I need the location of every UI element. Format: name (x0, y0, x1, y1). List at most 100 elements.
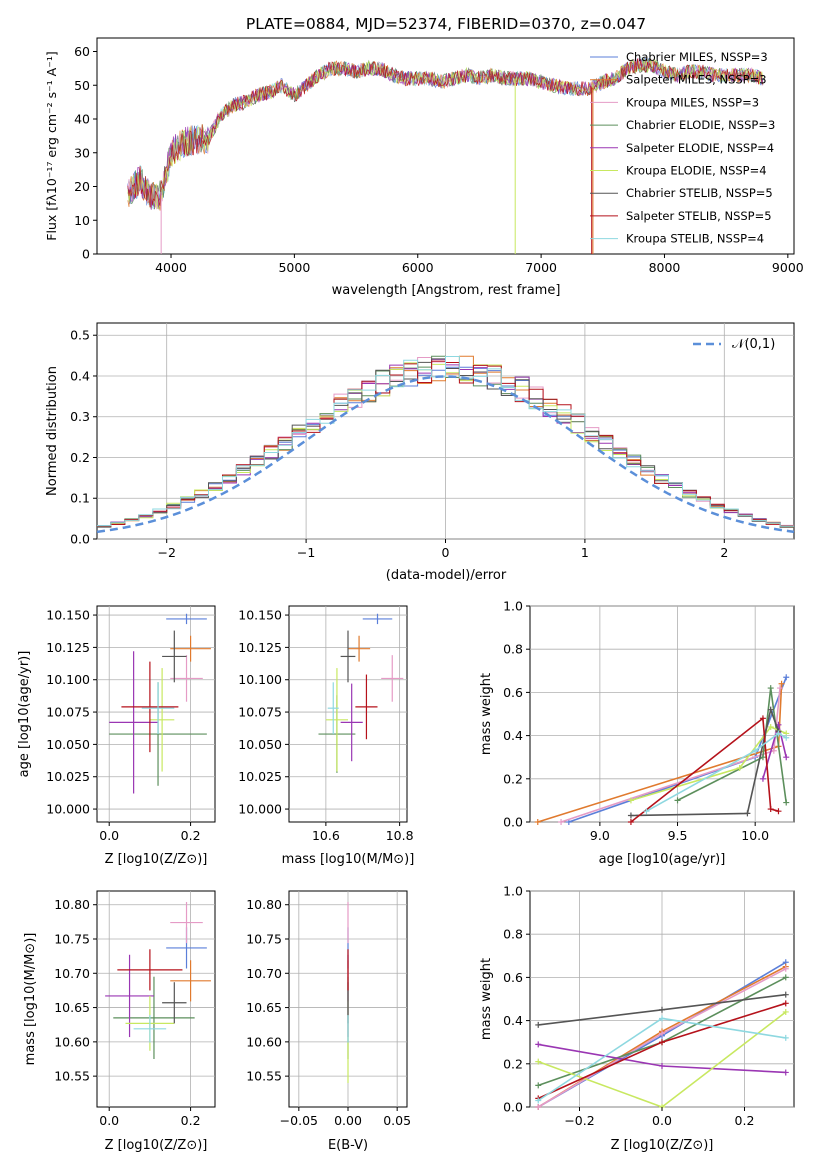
residuals-ytick-label: 0.5 (70, 328, 90, 343)
residuals-ytick-label: 0.3 (70, 409, 90, 424)
residuals-ytick-label: 0.1 (70, 491, 90, 506)
weight-vs-z-ytick-label: 0.8 (503, 927, 523, 942)
mass-vs-z-frame (96, 890, 216, 1108)
age-vs-mass-ytick-label: 10.000 (238, 802, 282, 817)
age-vs-z-ylabel: age [log10(age/yr)] (17, 651, 32, 778)
mass-weight-marker (659, 1030, 665, 1037)
weight-vs-z-xtick-label: −0.2 (564, 1113, 594, 1128)
age-vs-z-ytick-label: 10.100 (46, 672, 90, 687)
weight-vs-age-xtick-label: 10.0 (741, 828, 769, 843)
legend-label: Kroupa MILES, NSSP=3 (626, 95, 759, 109)
mass-weight-marker (778, 680, 785, 687)
mass-weight-marker (777, 685, 784, 692)
mass-vs-ebv-ytick-label: 10.60 (246, 1034, 282, 1049)
age-vs-z-xlabel: Z [log10(Z/Z⊙)] (105, 852, 208, 867)
mass-weight-line (537, 683, 783, 823)
spectrum-xtick-label: 8000 (649, 260, 681, 275)
mass-weight-marker (782, 974, 789, 981)
mass-weight-marker (782, 965, 789, 972)
mass-vs-ebv-ytick-label: 10.65 (246, 1000, 282, 1015)
spectrum-ytick-label: 10 (74, 213, 90, 228)
spectrum-xlabel: wavelength [Angstrom, rest frame] (332, 283, 561, 298)
residual-histogram-series (97, 356, 794, 527)
spectrum-ytick-label: 0 (82, 247, 90, 262)
mass-vs-ebv-ytick-label: 10.80 (246, 897, 282, 912)
weight-vs-z-ytick-label: 0.4 (503, 1013, 523, 1028)
mass-vs-z-xtick-label: 0.2 (181, 1113, 201, 1128)
spectrum-xtick-label: 7000 (525, 260, 557, 275)
spectrum-ytick-label: 40 (74, 112, 90, 127)
mass-weight-marker (659, 1015, 665, 1022)
residuals-histograms (97, 355, 794, 528)
mass-vs-ebv-xtick-label: −0.05 (280, 1113, 318, 1128)
mass-weight-marker (759, 715, 766, 722)
residuals-xtick-label: 2 (720, 545, 728, 560)
mass-weight-marker (627, 819, 634, 825)
mass-weight-marker (767, 806, 774, 813)
mass-weight-marker (744, 810, 751, 817)
mass-vs-ebv-xtick-label: 0.00 (334, 1113, 362, 1128)
mass-weight-marker (752, 747, 759, 754)
spectrum-legend: Chabrier MILES, NSSP=3 Salpeter MILES, NS… (590, 50, 775, 246)
residuals-xtick-label: −2 (157, 545, 175, 560)
mass-weight-marker (767, 723, 774, 730)
legend-label: Kroupa STELIB, NSSP=4 (626, 232, 764, 246)
mass-vs-z-panel: 0.0 0.2 10.55 10.60 10.65 10.70 10.75 10.80 Z [… (23, 890, 216, 1153)
spectrum-title: PLATE=0884, MJD=52374, FIBERID=0370, z=0… (246, 15, 646, 33)
mass-weight-marker (767, 685, 774, 692)
spectrum-ytick-label: 20 (74, 179, 90, 194)
spectrum-xtick-label: 4000 (155, 260, 187, 275)
mass-weight-marker (627, 797, 634, 804)
age-vs-z-xtick-label: 0.0 (99, 828, 119, 843)
weight-vs-z-panel: −0.2 0.0 0.2 0.0 0.2 0.4 0.6 0.8 1.0 Z [log10(Z/… (479, 884, 795, 1153)
age-vs-mass-ytick-label: 10.075 (238, 705, 282, 720)
gaussian-legend-label: 𝒩(0,1) (732, 337, 775, 352)
mass-vs-ebv-panel: −0.05 0.00 0.05 10.55 10.60 10.65 10.70 10.75 10… (246, 890, 411, 1153)
mass-vs-ebv-xtick-label: 0.05 (383, 1113, 411, 1128)
mass-weight-marker (674, 797, 681, 804)
age-vs-z-xtick-label: 0.2 (181, 828, 201, 843)
age-vs-z-frame (96, 605, 216, 823)
legend-label: Salpeter STELIB, NSSP=5 (626, 209, 772, 223)
mass-vs-z-xlabel: Z [log10(Z/Z⊙)] (105, 1138, 208, 1153)
mass-weight-marker (782, 1034, 789, 1041)
mass-weight-marker (535, 1082, 542, 1089)
mass-weight-marker (783, 754, 790, 761)
residuals-ticks: −2 −1 0 1 2 0.0 0.1 0.2 0.3 0.4 0.5 (70, 328, 728, 560)
mass-weight-marker (535, 1104, 542, 1110)
mass-weight-line (646, 732, 787, 812)
mass-vs-z-ytick-label: 10.70 (54, 966, 90, 981)
mass-vs-z-ytick-label: 10.65 (54, 1000, 90, 1015)
spectrum-xtick-label: 6000 (402, 260, 434, 275)
age-vs-mass-xtick-label: 10.6 (312, 828, 340, 843)
mass-weight-marker (783, 734, 790, 741)
mass-weight-marker (782, 1008, 789, 1015)
weight-vs-z-ylabel: mass weight (479, 958, 494, 1040)
mass-weight-marker (558, 819, 565, 825)
residuals-ytick-label: 0.2 (70, 450, 90, 465)
mass-vs-z-ytick-label: 10.60 (54, 1034, 90, 1049)
age-vs-z-ytick-label: 10.050 (46, 737, 90, 752)
age-vs-mass-xtick-label: 10.8 (386, 828, 414, 843)
age-vs-z-ytick-label: 10.150 (46, 608, 90, 623)
age-vs-z-ytick-label: 10.025 (46, 769, 90, 784)
residuals-ylabel: Normed distribution (45, 366, 60, 496)
mass-weight-marker (775, 808, 782, 815)
age-vs-z-panel: 0.0 0.2 10.000 10.025 10.050 10.075 10.100 10.1… (17, 605, 216, 867)
mass-weight-line (630, 706, 780, 817)
legend-label: Salpeter MILES, NSSP=3 (626, 73, 767, 87)
residuals-xlabel: (data-model)/error (386, 568, 507, 583)
age-vs-mass-ytick-label: 10.100 (238, 672, 282, 687)
legend-label: Kroupa ELODIE, NSSP=4 (626, 164, 767, 178)
age-vs-mass-xlabel: mass [log10(M/M⊙)] (282, 852, 415, 867)
spectrum-ylabel: Flux [fλ10⁻¹⁷ erg cm⁻² s⁻¹ A⁻¹] (44, 51, 59, 240)
weight-vs-z-ytick-label: 0.0 (503, 1100, 523, 1115)
age-vs-mass-ytick-label: 10.025 (238, 769, 282, 784)
weight-vs-z-xlabel: Z [log10(Z/Z⊙)] (611, 1138, 714, 1153)
age-vs-z-ytick-label: 10.000 (46, 802, 90, 817)
mass-weight-marker (659, 1006, 665, 1013)
mass-weight-marker (767, 706, 774, 713)
mass-weight-marker (659, 1039, 665, 1046)
mass-weight-marker (782, 1000, 789, 1007)
